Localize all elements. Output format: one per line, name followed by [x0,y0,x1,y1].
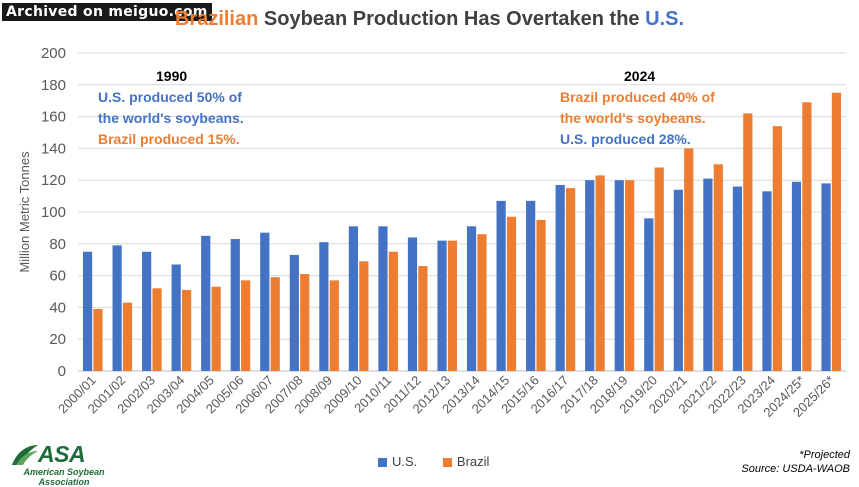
legend-item-brazil: Brazil [442,454,490,469]
bar-us [762,191,772,371]
bar-brazil [684,148,694,371]
legend-swatch-us [378,458,387,468]
y-axis-label: Million Metric Tonnes [17,151,32,273]
title-brazilian: Brazilian [174,8,259,30]
annotation-2024-line2: the world's soybeans. [560,110,706,126]
bar-brazil [181,289,192,371]
annotation-1990-line3: Brazil produced 15%. [98,131,240,147]
annotation-1990-year: 1990 [156,68,188,84]
bar-us [82,251,93,371]
bar-brazil [329,280,339,371]
annotation-1990: 1990 U.S. produced 50% of the world's so… [98,66,244,150]
bar-us [673,189,683,371]
bar-brazil [241,280,251,371]
legend-swatch-brazil [442,458,452,468]
bar-brazil [831,92,842,371]
bar-brazil [654,167,664,371]
bar-us [585,180,595,371]
y-tick-label: 140 [41,140,66,157]
y-tick-label: 180 [41,77,66,94]
bar-brazil [122,302,133,371]
y-tick-label: 20 [49,331,66,348]
archive-watermark: Archived on meiguo.com [2,3,212,21]
y-tick-label: 120 [41,172,66,189]
bar-us [378,226,388,371]
y-tick-label: 100 [41,204,66,221]
bar-us [821,183,831,371]
y-tick-label: 60 [49,268,66,285]
annotation-2024-line3: U.S. produced 28%. [560,131,691,147]
bar-brazil [506,216,517,371]
bar-brazil [93,308,103,371]
bar-us [319,242,329,371]
asa-logo-line2: Association [38,477,90,487]
asa-leaf-icon [12,445,38,465]
bar-brazil [418,266,428,371]
bar-us [526,200,536,371]
annotation-2024: 2024 Brazil produced 40% of the world's … [560,66,715,150]
title-middle: Soybean Production Has Overtaken the [258,8,646,30]
chart-legend: U.S. Brazil [378,454,511,469]
annotation-1990-line1: U.S. produced 50% of [98,89,242,105]
annotation-2024-line1: Brazil produced 40% of [560,89,715,105]
bar-us [171,264,181,371]
bar-brazil [388,251,398,371]
bar-us [112,245,122,371]
y-tick-label: 200 [41,45,66,62]
bar-brazil [152,288,162,371]
bar-us [644,218,654,371]
annotation-1990-line2: the world's soybeans. [98,110,244,126]
asa-logo-text: ASA [38,441,86,467]
bar-us [201,235,211,371]
bar-us [732,186,743,371]
bar-us [260,232,270,371]
bar-brazil [359,261,369,371]
bar-us [407,237,418,371]
bar-us [230,239,240,371]
bar-us [703,178,713,371]
bar-us [614,180,624,371]
bar-brazil [713,164,723,371]
bar-us [289,254,299,371]
bar-brazil [477,234,487,371]
bar-us [466,226,477,371]
bar-brazil [595,175,605,371]
bar-brazil [625,180,635,371]
bar-us [791,181,802,371]
annotation-2024-year: 2024 [624,68,656,84]
legend-item-us: U.S. [378,454,417,469]
bar-us [142,251,152,371]
bar-us [437,240,447,371]
legend-label-us: U.S. [392,454,418,469]
bar-brazil [536,219,546,371]
y-tick-label: 80 [49,236,66,253]
asa-logo-line1: American Soybean [23,467,105,477]
asa-logo-subtitle: American Soybean Association [8,467,120,487]
bar-us [555,184,565,371]
bar-brazil [565,188,576,371]
bar-brazil [300,274,310,371]
bar-us [496,200,506,371]
y-tick-label: 40 [49,299,66,316]
bar-brazil [211,286,221,371]
y-tick-label: 160 [41,109,66,126]
bar-brazil [447,240,458,371]
asa-logo: ASA American Soybean Association [8,440,120,487]
bar-brazil [772,126,782,371]
title-us: U.S. [645,8,685,30]
y-tick-label: 0 [58,363,66,380]
bar-brazil [802,102,812,371]
footnote: *Projected Source: USDA-WAOB [741,448,850,476]
chart-title: Brazilian Soybean Production Has Overtak… [0,8,859,31]
bar-brazil [743,113,753,372]
footnote-source: Source: USDA-WAOB [741,463,850,475]
legend-label-brazil: Brazil [456,454,490,469]
bar-us [348,226,359,371]
bar-brazil [270,277,280,371]
footnote-projected: *Projected [799,449,850,461]
